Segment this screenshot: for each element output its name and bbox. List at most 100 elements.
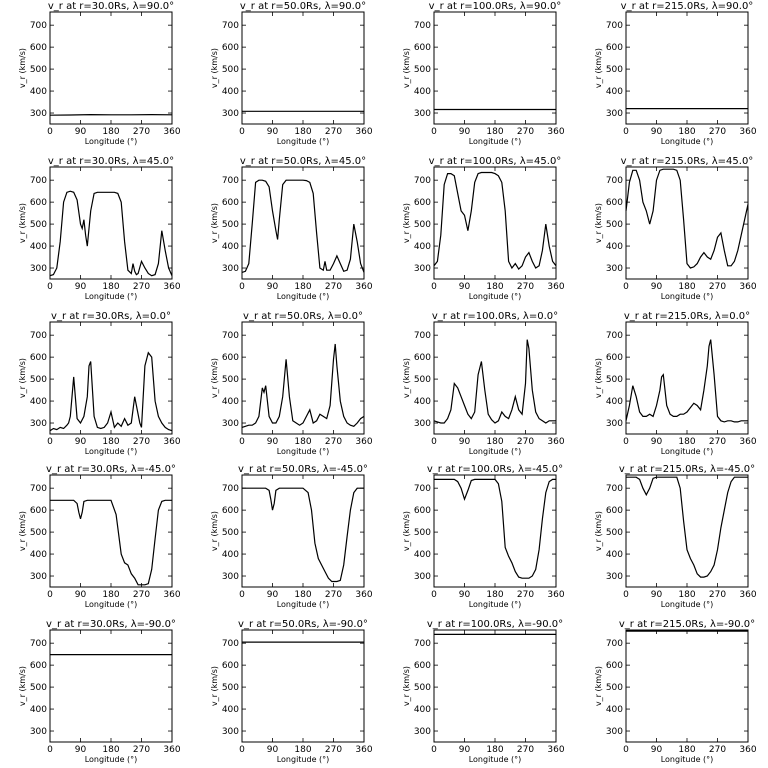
y-tick-label: 500 bbox=[606, 528, 623, 538]
x-tick-label: 360 bbox=[163, 437, 180, 447]
y-tick-label: 400 bbox=[414, 242, 431, 252]
y-tick-label: 700 bbox=[606, 21, 623, 31]
x-tick-label: 0 bbox=[623, 745, 629, 755]
chart-title: v_r at r=30.0Rs, λ=45.0° bbox=[48, 156, 174, 167]
x-axis-label: Longitude (°) bbox=[85, 447, 138, 456]
y-axis-label: v_r (km/s) bbox=[594, 358, 603, 398]
y-tick-label: 600 bbox=[414, 43, 431, 53]
y-tick-label: 300 bbox=[414, 109, 431, 119]
series-line bbox=[434, 478, 556, 579]
x-tick-label: 90 bbox=[267, 127, 279, 137]
y-tick-label: 600 bbox=[606, 198, 623, 208]
x-tick-label: 270 bbox=[709, 437, 726, 447]
y-tick-label: 600 bbox=[30, 506, 47, 516]
x-tick-label: 270 bbox=[517, 282, 534, 292]
x-tick-label: 360 bbox=[739, 590, 756, 600]
x-axis-label: Longitude (°) bbox=[661, 447, 714, 456]
chart-title: v_r at r=30.0Rs, λ=-90.0° bbox=[46, 619, 176, 630]
y-tick-label: 300 bbox=[30, 109, 47, 119]
y-tick-label: 700 bbox=[414, 331, 431, 341]
x-tick-label: 90 bbox=[651, 590, 663, 600]
y-tick-label: 300 bbox=[606, 727, 623, 737]
chart-title: v_r at r=50.0Rs, λ=45.0° bbox=[240, 156, 366, 167]
y-axis-label: v_r (km/s) bbox=[210, 203, 219, 243]
x-tick-label: 270 bbox=[133, 282, 150, 292]
x-axis-label: Longitude (°) bbox=[277, 755, 330, 764]
x-tick-label: 0 bbox=[431, 437, 437, 447]
x-tick-label: 270 bbox=[325, 282, 342, 292]
x-tick-label: 360 bbox=[355, 127, 372, 137]
x-axis-label: Longitude (°) bbox=[85, 755, 138, 764]
chart-panel: v_r at r=100.0Rs, λ=-45.0° 0 90 180 270 360 30… bbox=[402, 464, 565, 609]
x-tick-label: 360 bbox=[355, 282, 372, 292]
x-tick-label: 270 bbox=[133, 437, 150, 447]
x-tick-label: 90 bbox=[651, 437, 663, 447]
plot-frame bbox=[625, 321, 749, 435]
y-tick-label: 400 bbox=[414, 705, 431, 715]
y-tick-label: 700 bbox=[606, 639, 623, 649]
plot-frame bbox=[241, 629, 365, 743]
chart-title: v_r at r=215.0Rs, λ=0.0° bbox=[624, 311, 750, 322]
y-axis-label: v_r (km/s) bbox=[18, 48, 27, 88]
x-tick-label: 360 bbox=[163, 282, 180, 292]
y-tick-label: 300 bbox=[30, 264, 47, 274]
chart-panel: v_r at r=215.0Rs, λ=90.0° 0 90 180 270 360 300… bbox=[594, 1, 757, 146]
x-tick-label: 180 bbox=[294, 590, 311, 600]
y-tick-label: 300 bbox=[30, 572, 47, 582]
y-tick-label: 300 bbox=[222, 109, 239, 119]
x-tick-label: 180 bbox=[102, 590, 119, 600]
y-tick-label: 300 bbox=[414, 727, 431, 737]
x-tick-label: 90 bbox=[651, 282, 663, 292]
y-tick-label: 500 bbox=[222, 683, 239, 693]
x-tick-label: 360 bbox=[547, 745, 564, 755]
x-tick-label: 0 bbox=[623, 590, 629, 600]
y-tick-label: 600 bbox=[414, 353, 431, 363]
plot-frame bbox=[433, 166, 557, 280]
y-axis-label: v_r (km/s) bbox=[594, 203, 603, 243]
x-tick-label: 360 bbox=[739, 127, 756, 137]
y-axis-label: v_r (km/s) bbox=[210, 48, 219, 88]
x-tick-label: 270 bbox=[517, 437, 534, 447]
chart-title: v_r at r=100.0Rs, λ=-90.0° bbox=[427, 619, 563, 630]
y-axis-label: v_r (km/s) bbox=[18, 511, 27, 551]
x-tick-label: 360 bbox=[163, 590, 180, 600]
y-tick-label: 500 bbox=[30, 528, 47, 538]
x-tick-label: 90 bbox=[267, 745, 279, 755]
x-tick-label: 360 bbox=[355, 437, 372, 447]
y-axis-label: v_r (km/s) bbox=[402, 511, 411, 551]
y-tick-label: 400 bbox=[30, 550, 47, 560]
y-tick-label: 700 bbox=[30, 176, 47, 186]
y-tick-label: 700 bbox=[222, 639, 239, 649]
y-tick-label: 400 bbox=[30, 705, 47, 715]
y-axis-label: v_r (km/s) bbox=[18, 666, 27, 706]
x-tick-label: 360 bbox=[547, 282, 564, 292]
y-tick-label: 500 bbox=[606, 683, 623, 693]
y-tick-label: 600 bbox=[222, 43, 239, 53]
y-tick-label: 500 bbox=[414, 528, 431, 538]
y-tick-label: 500 bbox=[606, 65, 623, 75]
plot-frame bbox=[49, 11, 173, 125]
x-tick-label: 0 bbox=[431, 282, 437, 292]
y-tick-label: 700 bbox=[222, 21, 239, 31]
x-tick-label: 180 bbox=[678, 282, 695, 292]
y-tick-label: 300 bbox=[606, 419, 623, 429]
y-tick-label: 600 bbox=[414, 661, 431, 671]
plot-frame bbox=[49, 166, 173, 280]
chart-title: v_r at r=215.0Rs, λ=45.0° bbox=[621, 156, 754, 167]
plot-frame bbox=[625, 11, 749, 125]
y-tick-label: 400 bbox=[222, 397, 239, 407]
y-tick-label: 600 bbox=[222, 661, 239, 671]
series-line bbox=[433, 339, 556, 424]
plot-frame bbox=[49, 629, 173, 743]
x-tick-label: 180 bbox=[294, 437, 311, 447]
x-tick-label: 90 bbox=[459, 590, 471, 600]
y-tick-label: 300 bbox=[414, 572, 431, 582]
y-tick-label: 300 bbox=[222, 419, 239, 429]
x-tick-label: 270 bbox=[133, 745, 150, 755]
chart-panel: v_r at r=50.0Rs, λ=0.0° 0 90 180 270 360 300 40… bbox=[210, 311, 373, 456]
x-axis-label: Longitude (°) bbox=[469, 755, 522, 764]
y-tick-label: 400 bbox=[222, 242, 239, 252]
x-tick-label: 0 bbox=[239, 590, 245, 600]
y-tick-label: 600 bbox=[222, 353, 239, 363]
